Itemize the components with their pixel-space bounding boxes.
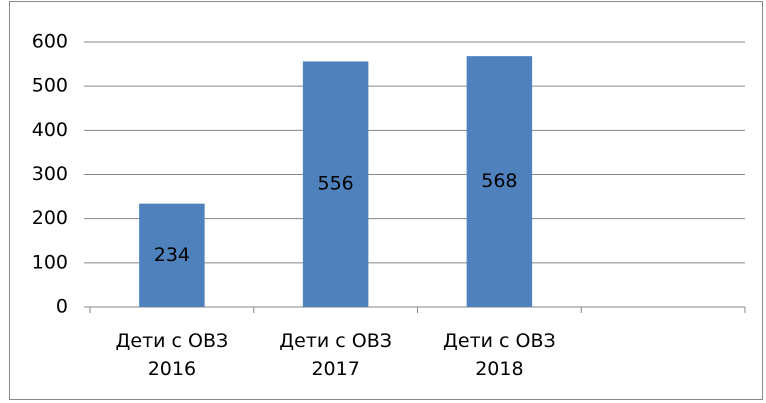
y-tick-label: 600 (32, 31, 68, 53)
x-tick-label: Дети с ОВЗ 2018 (443, 330, 556, 380)
x-tick-label: Дети с ОВЗ 2017 (279, 330, 392, 380)
y-tick-label: 300 (32, 163, 68, 185)
data-label: 234 (154, 244, 190, 266)
chart-frame (9, 1, 763, 400)
y-tick-label: 0 (56, 296, 68, 318)
y-tick-label: 400 (32, 119, 68, 141)
data-label: 568 (481, 170, 517, 192)
bar (302, 61, 369, 307)
data-label: 556 (317, 173, 353, 195)
bar (139, 203, 205, 307)
y-tick-label: 200 (32, 207, 68, 229)
x-tick-label: Дети с ОВЗ 2016 (115, 330, 229, 380)
y-tick-label: 100 (32, 251, 68, 273)
y-tick-label: 500 (32, 75, 68, 97)
bar (466, 56, 533, 308)
